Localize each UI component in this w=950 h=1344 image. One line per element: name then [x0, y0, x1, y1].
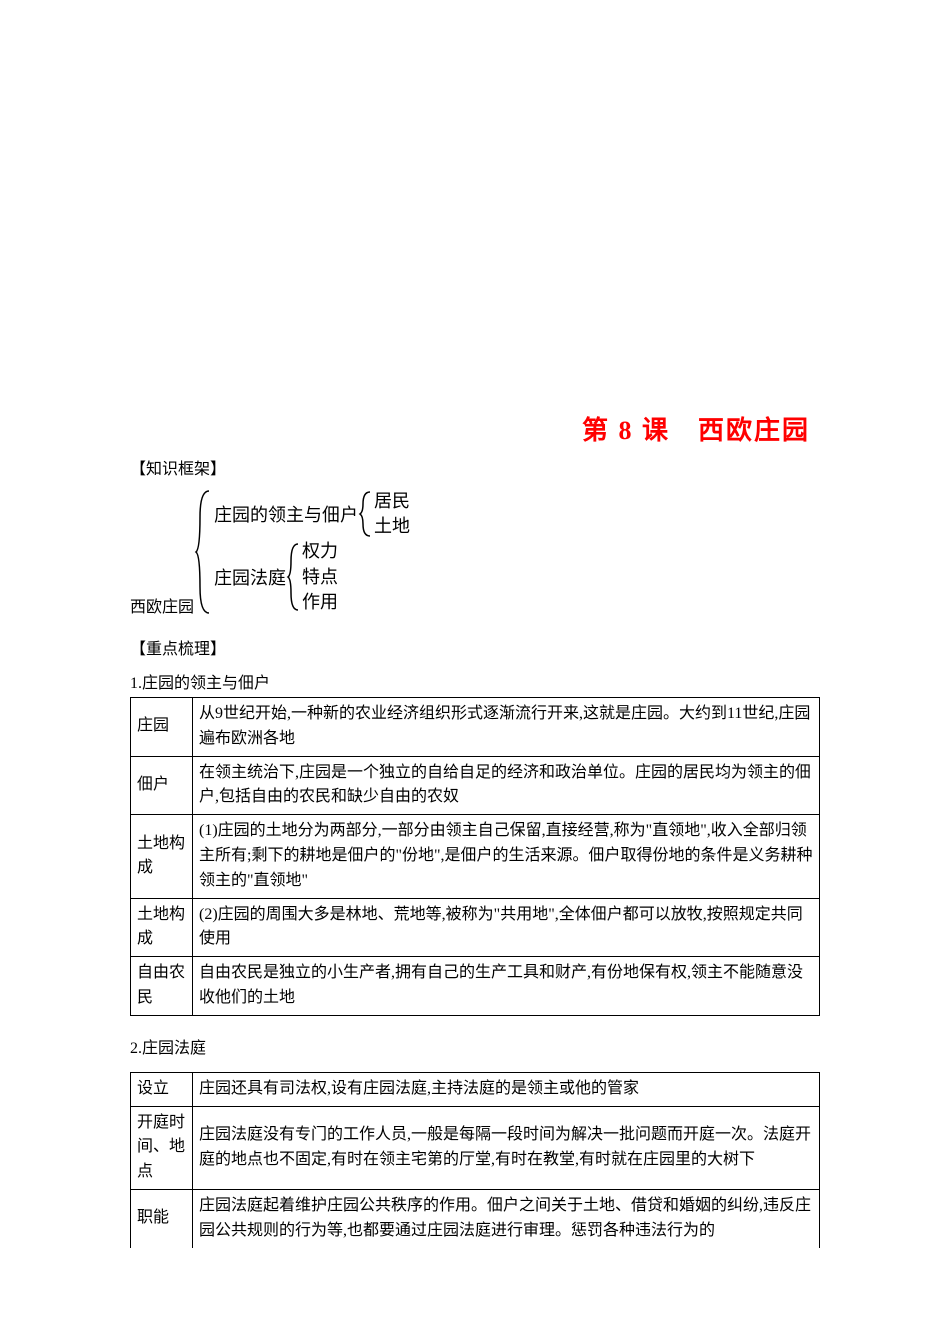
row-text: 庄园法庭没有专门的工作人员,一般是每隔一段时间为解决一批问题而开庭一次。法庭开庭…: [193, 1106, 820, 1189]
row-label: 佃户: [131, 756, 193, 815]
framework-branch: 庄园法庭 权力 特点 作用: [214, 539, 410, 615]
branch-label: 庄园的领主与佃户: [214, 501, 358, 527]
row-label: 开庭时间、地点: [131, 1106, 193, 1189]
summary-table-1: 庄园 从9世纪开始,一种新的农业经济组织形式逐渐流行开来,这就是庄园。大约到11…: [130, 697, 820, 1016]
row-label: 土地构成: [131, 898, 193, 957]
row-text: 自由农民是独立的小生产者,拥有自己的生产工具和财产,有份地保有权,领主不能随意没…: [193, 957, 820, 1016]
framework-leaf: 居民: [374, 489, 410, 514]
brace-icon: [358, 489, 374, 539]
table-row: 自由农民 自由农民是独立的小生产者,拥有自己的生产工具和财产,有份地保有权,领主…: [131, 957, 820, 1016]
table-row: 设立 庄园还具有司法权,设有庄园法庭,主持法庭的是领主或他的管家: [131, 1072, 820, 1106]
row-label: 设立: [131, 1072, 193, 1106]
framework-branch: 庄园的领主与佃户 居民 土地: [214, 489, 410, 539]
table-row: 土地构成 (2)庄园的周围大多是林地、荒地等,被称为"共用地",全体佃户都可以放…: [131, 898, 820, 957]
framework-root: 西欧庄园: [130, 593, 194, 617]
framework-section-label: 【知识框架】: [130, 455, 820, 479]
row-label: 自由农民: [131, 957, 193, 1016]
row-text: 庄园法庭起着维护庄园公共秩序的作用。佃户之间关于土地、借贷和婚姻的纠纷,违反庄园…: [193, 1189, 820, 1247]
brace-icon: [286, 541, 302, 613]
summary-section-label: 【重点梳理】: [130, 635, 820, 659]
branch-label: 庄园法庭: [214, 564, 286, 590]
summary-table-2: 设立 庄园还具有司法权,设有庄园法庭,主持法庭的是领主或他的管家 开庭时间、地点…: [130, 1072, 820, 1248]
framework-leaf: 作用: [302, 590, 338, 615]
row-text: 从9世纪开始,一种新的农业经济组织形式逐渐流行开来,这就是庄园。大约到11世纪,…: [193, 698, 820, 757]
lesson-title: 第 8 课 西欧庄园: [130, 410, 820, 447]
row-label: 土地构成: [131, 815, 193, 898]
row-text: (2)庄园的周围大多是林地、荒地等,被称为"共用地",全体佃户都可以放牧,按照规…: [193, 898, 820, 957]
framework-leaf: 特点: [302, 565, 338, 590]
row-text: 在领主统治下,庄园是一个独立的自给自足的经济和政治单位。庄园的居民均为领主的佃户…: [193, 756, 820, 815]
knowledge-framework: 西欧庄园 庄园的领主与佃户 居民 土地 庄园法庭: [130, 487, 820, 617]
summary2-heading: 2.庄园法庭: [130, 1034, 820, 1058]
table-row: 庄园 从9世纪开始,一种新的农业经济组织形式逐渐流行开来,这就是庄园。大约到11…: [131, 698, 820, 757]
table-row: 职能 庄园法庭起着维护庄园公共秩序的作用。佃户之间关于土地、借贷和婚姻的纠纷,违…: [131, 1189, 820, 1247]
row-label: 职能: [131, 1189, 193, 1247]
row-text: 庄园还具有司法权,设有庄园法庭,主持法庭的是领主或他的管家: [193, 1072, 820, 1106]
framework-leaf: 土地: [374, 514, 410, 539]
table-row: 土地构成 (1)庄园的土地分为两部分,一部分由领主自己保留,直接经营,称为"直领…: [131, 815, 820, 898]
summary1-heading: 1.庄园的领主与佃户: [130, 669, 820, 693]
framework-leaf: 权力: [302, 539, 338, 564]
row-text: (1)庄园的土地分为两部分,一部分由领主自己保留,直接经营,称为"直领地",收入…: [193, 815, 820, 898]
table-row: 佃户 在领主统治下,庄园是一个独立的自给自足的经济和政治单位。庄园的居民均为领主…: [131, 756, 820, 815]
table-row: 开庭时间、地点 庄园法庭没有专门的工作人员,一般是每隔一段时间为解决一批问题而开…: [131, 1106, 820, 1189]
row-label: 庄园: [131, 698, 193, 757]
brace-icon: [194, 487, 214, 617]
